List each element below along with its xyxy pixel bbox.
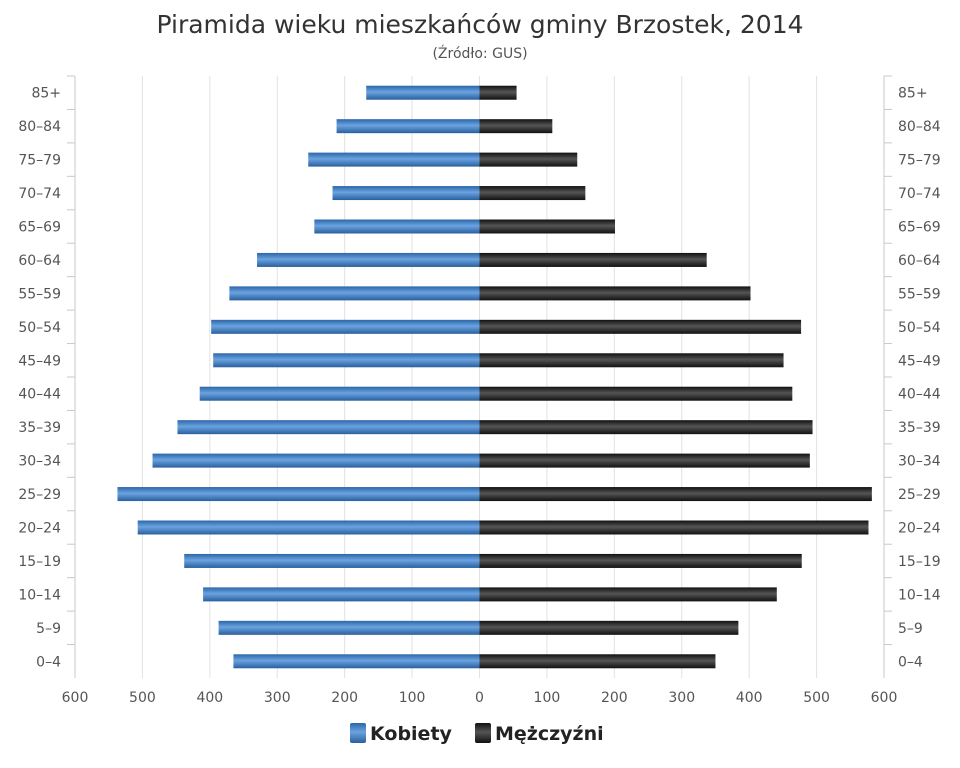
y-tick-label-left: 20–24 [18, 521, 61, 537]
bar-mezczyzni [479, 654, 716, 669]
bar-kobiety [203, 587, 480, 602]
legend-swatch [350, 723, 366, 743]
y-tick-label-right: 20–24 [898, 521, 941, 537]
chart-subtitle: (Źródło: GUS) [432, 44, 527, 62]
y-tick-label-left: 45–49 [18, 353, 61, 369]
bar-mezczyzni [479, 85, 517, 100]
axes [67, 75, 892, 678]
y-tick-label-left: 70–74 [18, 186, 61, 202]
y-tick-label-right: 85+ [898, 86, 928, 102]
y-tick-label-left: 55–59 [18, 286, 61, 302]
bar-kobiety [314, 219, 480, 234]
bar-mezczyzni [479, 420, 813, 435]
x-tick-label: 100 [399, 690, 426, 706]
bar-mezczyzni [479, 252, 707, 267]
legend-label: Mężczyźni [495, 723, 604, 745]
legend: Kobiety Mężczyźni [350, 723, 604, 745]
y-tick-label-right: 65–69 [898, 220, 941, 236]
bar-kobiety [218, 620, 480, 635]
y-tick-label-right: 5–9 [898, 621, 923, 637]
bar-kobiety [211, 319, 480, 334]
bar-kobiety [117, 487, 480, 502]
y-tick-label-right: 30–34 [898, 454, 941, 470]
bar-mezczyzni [479, 620, 739, 635]
bar-mezczyzni [479, 487, 872, 502]
y-tick-label-left: 65–69 [18, 220, 61, 236]
x-tick-label: 300 [668, 690, 695, 706]
bar-mezczyzni [479, 587, 777, 602]
bar-kobiety [213, 353, 480, 368]
y-tick-label-left: 25–29 [18, 487, 61, 503]
x-tick-label: 400 [736, 690, 763, 706]
chart-title: Piramida wieku mieszkańców gminy Brzoste… [156, 10, 803, 39]
y-tick-label-left: 40–44 [18, 387, 61, 403]
y-tick-label-right: 70–74 [898, 186, 941, 202]
x-tick-label: 400 [196, 690, 223, 706]
y-tick-label-right: 0–4 [898, 654, 923, 670]
y-tick-label-left: 15–19 [18, 554, 61, 570]
legend-swatch [475, 723, 491, 743]
bar-kobiety [184, 553, 480, 568]
bar-mezczyzni [479, 186, 586, 201]
y-tick-label-left: 75–79 [18, 153, 61, 169]
y-tick-label-right: 15–19 [898, 554, 941, 570]
bar-mezczyzni [479, 152, 578, 167]
bar-kobiety [257, 252, 480, 267]
x-tick-label: 0 [475, 690, 484, 706]
bar-kobiety [229, 286, 480, 301]
bar-kobiety [336, 119, 480, 134]
bar-mezczyzni [479, 520, 869, 535]
y-tick-label-left: 60–64 [18, 253, 61, 269]
y-tick-label-left: 10–14 [18, 587, 61, 603]
y-tick-label-right: 55–59 [898, 286, 941, 302]
y-tick-label-left: 5–9 [36, 621, 61, 637]
tick-labels: 600 500 400 300 200 100 0 100 200 300 400 500 600 85+… [18, 86, 940, 706]
bar-mezczyzni [479, 386, 793, 401]
y-tick-label-right: 45–49 [898, 353, 941, 369]
x-tick-label: 500 [803, 690, 830, 706]
bar-kobiety [199, 386, 480, 401]
y-tick-label-right: 35–39 [898, 420, 941, 436]
legend-label: Kobiety [370, 723, 453, 745]
y-tick-label-left: 85+ [31, 86, 61, 102]
x-tick-label: 600 [62, 690, 89, 706]
y-tick-label-right: 25–29 [898, 487, 941, 503]
x-tick-label: 100 [534, 690, 561, 706]
y-tick-label-left: 50–54 [18, 320, 61, 336]
bar-mezczyzni [479, 319, 802, 334]
bar-kobiety [137, 520, 480, 535]
x-tick-label: 300 [264, 690, 291, 706]
bars [117, 85, 872, 669]
bar-mezczyzni [479, 286, 751, 301]
bar-kobiety [332, 186, 480, 201]
x-tick-label: 600 [871, 690, 898, 706]
y-tick-label-right: 50–54 [898, 320, 941, 336]
y-tick-label-right: 60–64 [898, 253, 941, 269]
bar-mezczyzni [479, 353, 784, 368]
bar-mezczyzni [479, 219, 616, 234]
y-tick-label-right: 80–84 [898, 119, 941, 135]
y-tick-label-left: 30–34 [18, 454, 61, 470]
y-tick-label-left: 0–4 [36, 654, 61, 670]
y-tick-label-right: 40–44 [898, 387, 941, 403]
bar-kobiety [152, 453, 480, 468]
x-tick-label: 500 [129, 690, 156, 706]
bar-kobiety [366, 85, 480, 100]
bar-mezczyzni [479, 453, 810, 468]
y-tick-label-right: 75–79 [898, 153, 941, 169]
x-tick-label: 200 [601, 690, 628, 706]
y-tick-label-left: 80–84 [18, 119, 61, 135]
bar-kobiety [308, 152, 480, 167]
x-tick-label: 200 [331, 690, 358, 706]
y-tick-label-left: 35–39 [18, 420, 61, 436]
bar-mezczyzni [479, 119, 553, 134]
bar-kobiety [233, 654, 480, 669]
bar-mezczyzni [479, 553, 802, 568]
y-tick-label-right: 10–14 [898, 587, 941, 603]
bar-kobiety [177, 420, 480, 435]
